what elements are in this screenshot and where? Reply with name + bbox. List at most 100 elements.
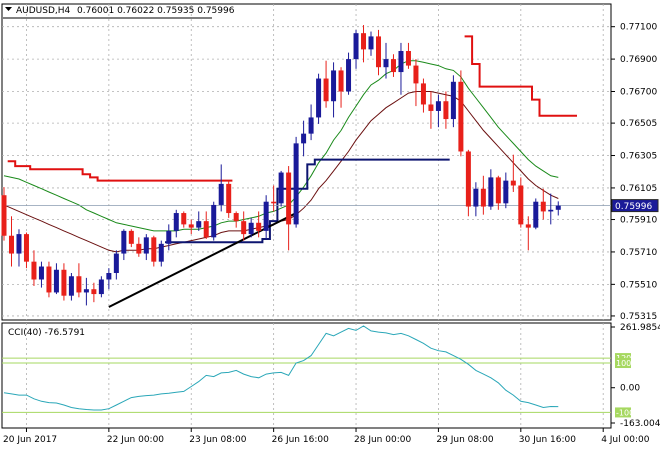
candle-body — [158, 243, 164, 262]
candle-body — [203, 221, 209, 238]
candle-body — [218, 183, 224, 205]
candle — [443, 91, 449, 129]
candle — [503, 172, 509, 209]
candle — [450, 75, 456, 128]
cci-level-label: -100 — [616, 408, 634, 417]
candle-body — [301, 133, 307, 144]
time-tick-label: 22 Jun 00:00 — [107, 435, 164, 445]
candle-body — [68, 276, 74, 296]
cci-level-label: 100 — [616, 359, 631, 368]
price-tick-label: 0.75315 — [620, 312, 657, 322]
time-tick-label: 20 Jun 2017 — [3, 435, 57, 445]
candle — [428, 91, 434, 129]
candle — [218, 164, 224, 212]
candle — [23, 232, 29, 269]
candle-body — [166, 230, 172, 244]
candle-body — [263, 201, 269, 231]
candle — [226, 180, 232, 218]
candle — [316, 73, 322, 124]
candle — [143, 234, 149, 261]
candle-body — [525, 224, 531, 228]
price-tick-label: 0.77100 — [620, 23, 657, 33]
candle-body — [465, 151, 471, 207]
stop-high-line-1 — [7, 160, 233, 182]
stop-low-line — [165, 158, 450, 244]
candle — [278, 170, 284, 207]
candle-body — [173, 213, 179, 231]
price-tick-label: 0.75710 — [620, 248, 657, 258]
candle — [301, 120, 307, 157]
candle-body — [256, 222, 262, 231]
candle-body — [316, 78, 322, 118]
candle-body — [338, 70, 344, 92]
candle-body — [405, 50, 411, 66]
candle-body — [435, 101, 441, 111]
candle-body — [540, 201, 546, 212]
candle — [68, 273, 74, 301]
candle — [188, 219, 194, 235]
candle-body — [53, 269, 59, 293]
candle — [53, 263, 59, 295]
candle-body — [181, 213, 187, 225]
candle — [166, 224, 172, 251]
candle — [293, 136, 299, 228]
candle-body — [211, 204, 217, 238]
candle — [256, 211, 262, 238]
candle-body — [383, 59, 389, 68]
candle — [383, 42, 389, 79]
candle — [46, 261, 52, 298]
candle — [398, 42, 404, 95]
candle — [196, 211, 202, 231]
candle-body — [241, 221, 247, 235]
candle — [458, 70, 464, 157]
candle — [488, 169, 494, 210]
candle-body — [458, 81, 464, 152]
cci-pane-frame — [1, 322, 612, 429]
candle-body — [278, 172, 284, 204]
candle-body — [1, 195, 7, 236]
time-tick-label: 4 Jul 00:00 — [601, 435, 650, 445]
candle — [31, 250, 37, 286]
candle-body — [331, 70, 337, 102]
candle — [525, 216, 531, 251]
candle-body — [121, 230, 127, 254]
candle — [128, 229, 134, 248]
candle-body — [23, 234, 29, 262]
candle — [533, 198, 539, 230]
last-price-label: 0.75996 — [615, 202, 652, 212]
candle — [203, 211, 209, 239]
candle — [151, 235, 157, 267]
price-tick-label: 0.75510 — [620, 280, 657, 290]
candle-body — [271, 201, 277, 204]
candle — [346, 52, 352, 95]
candle-body — [533, 201, 539, 228]
candle-body — [346, 59, 352, 92]
symbol-dropdown-arrow-icon[interactable] — [5, 7, 12, 11]
price-pane-frame — [1, 3, 612, 321]
candle-body — [450, 81, 456, 120]
candle — [331, 62, 337, 118]
candle-body — [323, 78, 329, 102]
candle — [510, 154, 516, 192]
cci-title-label: CCI(40) -76.5791 — [8, 328, 85, 338]
price-tick-label: 0.76700 — [620, 88, 657, 98]
candle-body — [510, 180, 516, 186]
candle-body — [226, 183, 232, 214]
candle — [353, 29, 359, 69]
candle-body — [376, 36, 381, 68]
candle — [173, 209, 179, 238]
candle — [405, 42, 411, 69]
price-tick-label: 0.76105 — [620, 184, 657, 194]
candle-body — [413, 65, 419, 84]
candle — [413, 59, 419, 107]
candle — [376, 29, 381, 76]
cci-level-marker — [615, 407, 631, 418]
candle-body — [113, 253, 119, 274]
candle-body — [83, 289, 89, 293]
price-tick-label: 0.75910 — [620, 216, 657, 226]
candle-body — [46, 266, 52, 293]
candle-body — [443, 101, 449, 120]
candle-body — [188, 224, 194, 228]
candle-body — [233, 213, 239, 222]
candle — [1, 187, 7, 241]
